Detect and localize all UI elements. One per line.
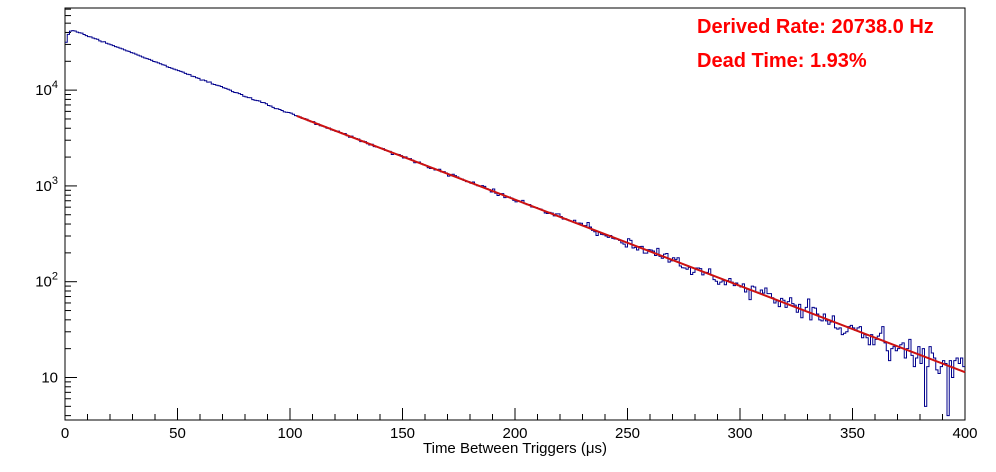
x-axis-title: Time Between Triggers (μs) [423,440,607,457]
x-tick-label: 150 [390,425,415,442]
x-tick-label: 250 [615,425,640,442]
x-tick-label: 300 [727,425,752,442]
x-tick-label: 50 [169,425,186,442]
dead-time-text: Dead Time: 1.93% [697,50,867,72]
x-tick-label: 0 [61,425,69,442]
x-tick-label: 200 [502,425,527,442]
y-tick-label: 103 [35,175,58,195]
x-tick-label: 350 [840,425,865,442]
y-tick-label: 10 [41,370,58,387]
y-tick-label: 104 [35,79,58,99]
axes: 0 50 100 150 200 250 300 350 400 10 102 103 104 [35,8,978,442]
y-tick-label: 102 [35,271,58,291]
x-tick-label: 400 [952,425,977,442]
annotation-block: Derived Rate: 20738.0 Hz Dead Time: 1.93… [697,10,934,78]
fit-line [296,115,966,374]
x-tick-label: 100 [277,425,302,442]
derived-rate-text: Derived Rate: 20738.0 Hz [697,16,934,38]
histogram-series [65,30,965,417]
